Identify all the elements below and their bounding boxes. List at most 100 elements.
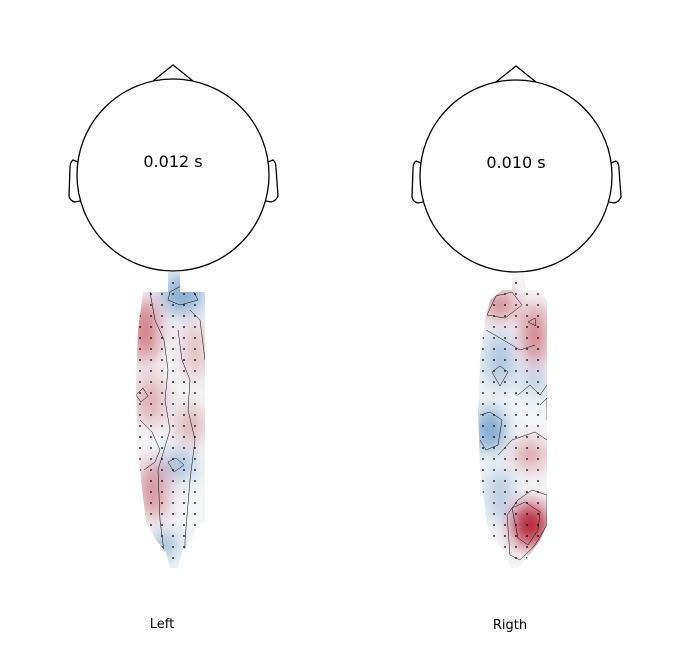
sensor-dot [183,414,185,416]
sensor-dot [526,315,528,317]
sensor-dot [139,524,141,526]
sensor-dot [493,359,495,361]
head-outline [411,65,622,273]
sensor-dot [183,491,185,493]
sensor-dot [150,491,152,493]
sensor-dot [183,535,185,537]
sensor-dot [150,513,152,515]
sensor-dot [515,535,517,537]
sensor-dot [161,502,163,504]
head-circle [419,79,613,273]
sensor-map [136,272,205,568]
sensor-dot [172,447,174,449]
sensor-dot [504,293,506,295]
sensor-dot [139,469,141,471]
sensor-dot [515,381,517,383]
sensor-dot [526,469,528,471]
left-ear-icon [411,160,424,204]
sensor-dot [515,557,517,559]
sensor-dot [515,293,517,295]
nose-icon [152,64,194,82]
sensor-dot [482,469,484,471]
sensor-dot [194,370,196,372]
sensor-dot [537,425,539,427]
sensor-dot [150,381,152,383]
sensor-dot [183,469,185,471]
sensor-dot [150,425,152,427]
sensor-dot [504,359,506,361]
sensor-dot [482,403,484,405]
field-blob [523,365,547,395]
sensor-dot [515,348,517,350]
sensor-dot [172,469,174,471]
sensor-dot [482,535,484,537]
field-blob [139,460,167,520]
sensor-dot [493,326,495,328]
sensor-dot [161,315,163,317]
sensor-dot [139,392,141,394]
sensor-dot [194,315,196,317]
sensor-dot [172,557,174,559]
sensor-dot [537,480,539,482]
sensor-dot [161,436,163,438]
sensor-dot [537,436,539,438]
sensor-dot [493,282,495,284]
sensor-dot [150,524,152,526]
sensor-dot [504,315,506,317]
sensor-dot [504,458,506,460]
sensor-dot [172,480,174,482]
sensor-dot [515,502,517,504]
sensor-dot [183,337,185,339]
field-blob [178,405,202,445]
sensor-dot [482,447,484,449]
sensor-dot [139,491,141,493]
sensor-dot [526,370,528,372]
sensor-dot [150,436,152,438]
sensor-dot [493,546,495,548]
sensor-dot [504,447,506,449]
left-panel: 0.012 s [68,64,279,568]
field-blob [185,320,205,380]
sensor-dot [493,370,495,372]
sensor-dot [150,282,152,284]
sensor-dot [172,304,174,306]
sensor-dot [150,293,152,295]
sensor-dot [183,348,185,350]
sensor-dot [194,557,196,559]
sensor-dot [515,370,517,372]
sensor-dot [139,458,141,460]
sensor-dot [150,359,152,361]
sensor-dot [172,513,174,515]
sensor-map [478,273,547,568]
sensor-dot [515,480,517,482]
sensor-dot [183,381,185,383]
sensor-dot [139,315,141,317]
sensor-dot [493,557,495,559]
head-outline [68,64,279,272]
sensor-dot [493,403,495,405]
sensor-dot [183,458,185,460]
sensor-dot [172,392,174,394]
sensor-dot [161,458,163,460]
sensor-dot [482,293,484,295]
right-panel: 0.010 s [411,65,622,568]
panel-caption-left: Left [149,617,175,632]
sensor-dot [526,557,528,559]
sensor-dot [194,436,196,438]
sensor-dot [150,370,152,372]
sensor-dot [194,326,196,328]
sensor-dot [482,414,484,416]
sensor-dot [183,304,185,306]
sensor-dot [139,546,141,548]
sensor-dot [537,502,539,504]
sensor-dot [150,403,152,405]
sensor-dot [139,436,141,438]
sensor-dot [504,304,506,306]
sensor-dot [194,513,196,515]
sensor-dot [526,414,528,416]
sensor-dot [172,381,174,383]
field-blob [514,441,546,469]
head-circle [76,78,270,272]
sensor-dot [526,326,528,328]
sensor-dot [161,491,163,493]
